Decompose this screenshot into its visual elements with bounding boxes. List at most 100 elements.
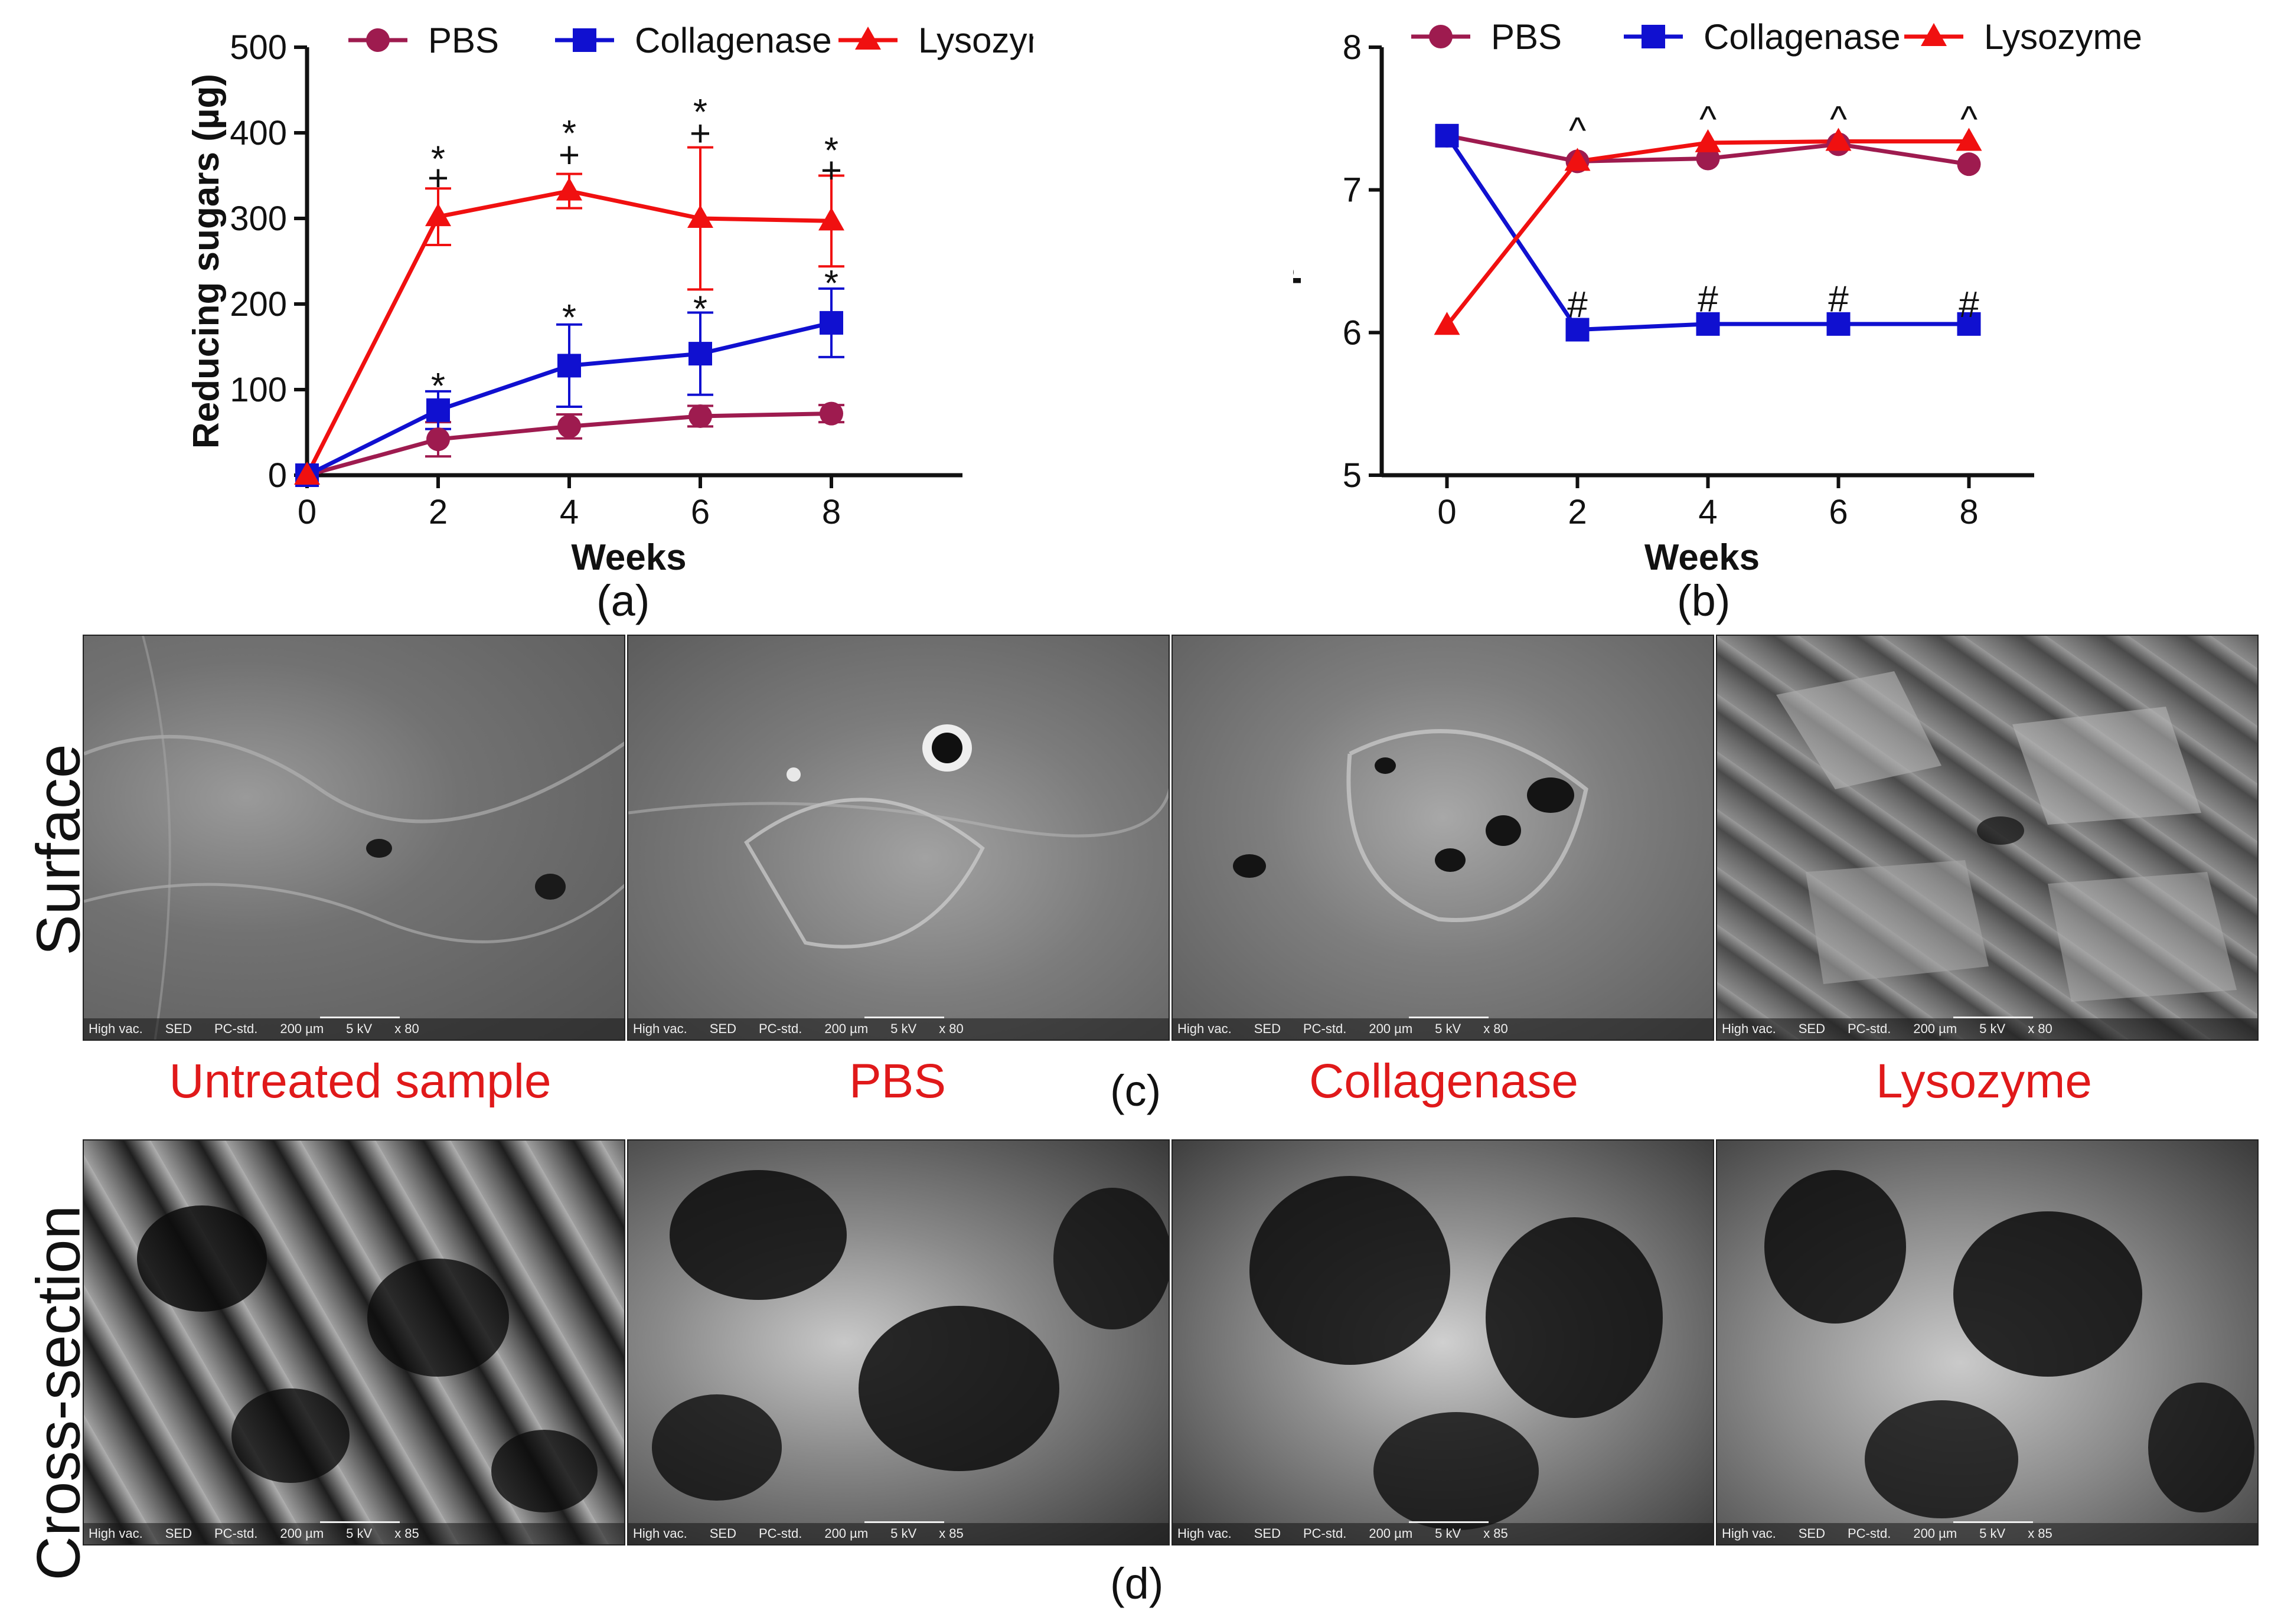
panel-b-label: (b) [1677,576,1731,625]
scale-bar [320,1017,400,1018]
sem-cross-untreated: High vac. SED PC-std. 200 µm 5 kV x 85 [83,1139,625,1545]
significance-mark: * [562,298,576,338]
data-point-pbs [557,414,581,439]
legend-marker-collagenase [1642,25,1665,48]
panel-d-label: (d) [1110,1559,1164,1608]
legend-label: PBS [428,21,499,60]
data-point-collagenase [1826,312,1851,336]
data-point-lysozyme [1825,128,1852,151]
legend-label: Lysozyme [1984,17,2142,57]
data-point-collagenase [1696,312,1720,336]
pore-structure [137,1205,598,1512]
surface-texture [628,724,1169,949]
significance-mark: * [693,289,707,329]
y-tick-label: 500 [230,28,287,67]
significance-mark: + [559,135,580,175]
data-point-lysozyme [1956,128,1982,151]
x-tick-label: 2 [1568,493,1587,531]
condition-label-untreated: Untreated sample [169,1054,552,1108]
y-tick-label: 6 [1343,313,1362,352]
x-tick-label: 6 [691,493,710,531]
significance-mark: * [693,92,707,133]
significance-mark: * [824,263,838,304]
sem-cross-collagenase: High vac. SED PC-std. 200 µm 5 kV x 85 [1171,1139,1714,1545]
data-point-pbs [426,427,450,452]
significance-mark: ^ [1830,99,1847,140]
pore-structure [1249,1176,1663,1530]
sem-surface-pbs: High vac. SED PC-std. 200 µm 5 kV x 80 [627,635,1170,1041]
legend-label: Collagenase [635,21,832,60]
data-point-lysozyme [1434,312,1460,335]
scale-bar [320,1521,400,1523]
significance-mark: # [1698,279,1718,319]
significance-mark: + [821,150,842,191]
condition-label-pbs: PBS [849,1054,947,1108]
x-tick-label: 0 [298,493,316,531]
data-point-lysozyme [818,207,844,231]
legend-marker-lysozyme [1921,23,1947,46]
data-point-pbs [1696,146,1720,171]
sem-info-bar: High vac. SED PC-std. 200 µm 5 kV x 80 [1717,1018,2257,1040]
x-tick-label: 2 [429,493,448,531]
sem-info-bar: High vac. SED PC-std. 200 µm 5 kV x 80 [84,1018,624,1040]
significance-mark: * [824,130,838,171]
sem-surface-collagenase: High vac. SED PC-std. 200 µm 5 kV x 80 [1171,635,1714,1041]
data-point-lysozyme [294,462,320,485]
sem-info-bar: High vac. SED PC-std. 200 µm 5 kV x 85 [1717,1523,2257,1544]
scale-bar [864,1017,944,1018]
sem-surface-lysozyme: High vac. SED PC-std. 200 µm 5 kV x 80 [1716,635,2259,1041]
surface-texture [84,636,624,1040]
legend-marker-pbs [366,28,390,52]
data-point-collagenase [1957,312,1981,336]
scale-bar [864,1521,944,1523]
y-axis-label: Reducing sugars (µg) [186,74,227,449]
significance-mark: # [1567,285,1588,325]
data-point-pbs [1957,152,1981,177]
chart-reducing-sugars: 0 100 200 300 400 500 0 2 4 6 8 Weeks Reducing sugar… [186,21,1033,578]
data-point-collagenase [557,354,581,378]
y-tick-label: 100 [230,371,287,409]
x-tick-label: 0 [1437,493,1456,531]
condition-label-lysozyme: Lysozyme [1875,1054,2093,1108]
data-point-lysozyme [556,177,582,201]
sem-cross-pbs: High vac. SED PC-std. 200 µm 5 kV x 85 [627,1139,1170,1545]
significance-mark: + [690,113,711,154]
x-axis-label: Weeks [1644,537,1760,578]
sem-surface-untreated: High vac. SED PC-std. 200 µm 5 kV x 80 [83,635,625,1041]
scale-bar [1953,1521,2033,1523]
data-point-collagenase [1565,318,1590,342]
significance-mark: # [1828,279,1849,319]
sem-cross-lysozyme: High vac. SED PC-std. 200 µm 5 kV x 85 [1716,1139,2259,1545]
sem-info-bar: High vac. SED PC-std. 200 µm 5 kV x 80 [1173,1018,1713,1040]
legend-marker-collagenase [573,28,596,52]
data-point-lysozyme [425,203,451,227]
data-point-collagenase [688,342,712,366]
y-tick-label: 8 [1343,28,1362,67]
y-axis-label: pH [1293,237,1301,286]
x-tick-label: 8 [822,493,841,531]
data-point-collagenase [426,398,450,422]
legend-label: Collagenase [1704,17,1901,57]
condition-label-collagenase: Collagenase [1309,1054,1578,1108]
legend-marker-lysozyme [855,27,881,50]
data-point-lysozyme [687,205,713,228]
scale-bar [1953,1017,2033,1018]
sem-info-bar: High vac. SED PC-std. 200 µm 5 kV x 85 [84,1523,624,1544]
y-tick-label: 5 [1343,456,1362,495]
x-tick-label: 6 [1829,493,1848,531]
data-point-collagenase [1435,123,1459,148]
data-point-pbs [688,404,712,428]
significance-mark: # [1959,285,1979,325]
significance-mark: + [428,158,449,198]
data-point-lysozyme [1564,148,1591,171]
y-tick-label: 7 [1343,171,1362,210]
sem-info-bar: High vac. SED PC-std. 200 µm 5 kV x 85 [1173,1523,1713,1544]
significance-mark: * [431,366,445,407]
scale-bar [1409,1017,1489,1018]
y-tick-label: 0 [268,456,287,495]
significance-mark: ^ [1569,110,1586,151]
surface-texture [1776,671,2237,1002]
legend-label: Lysozyme [918,21,1033,60]
legend-label: PBS [1491,17,1562,57]
data-point-pbs [820,401,843,426]
